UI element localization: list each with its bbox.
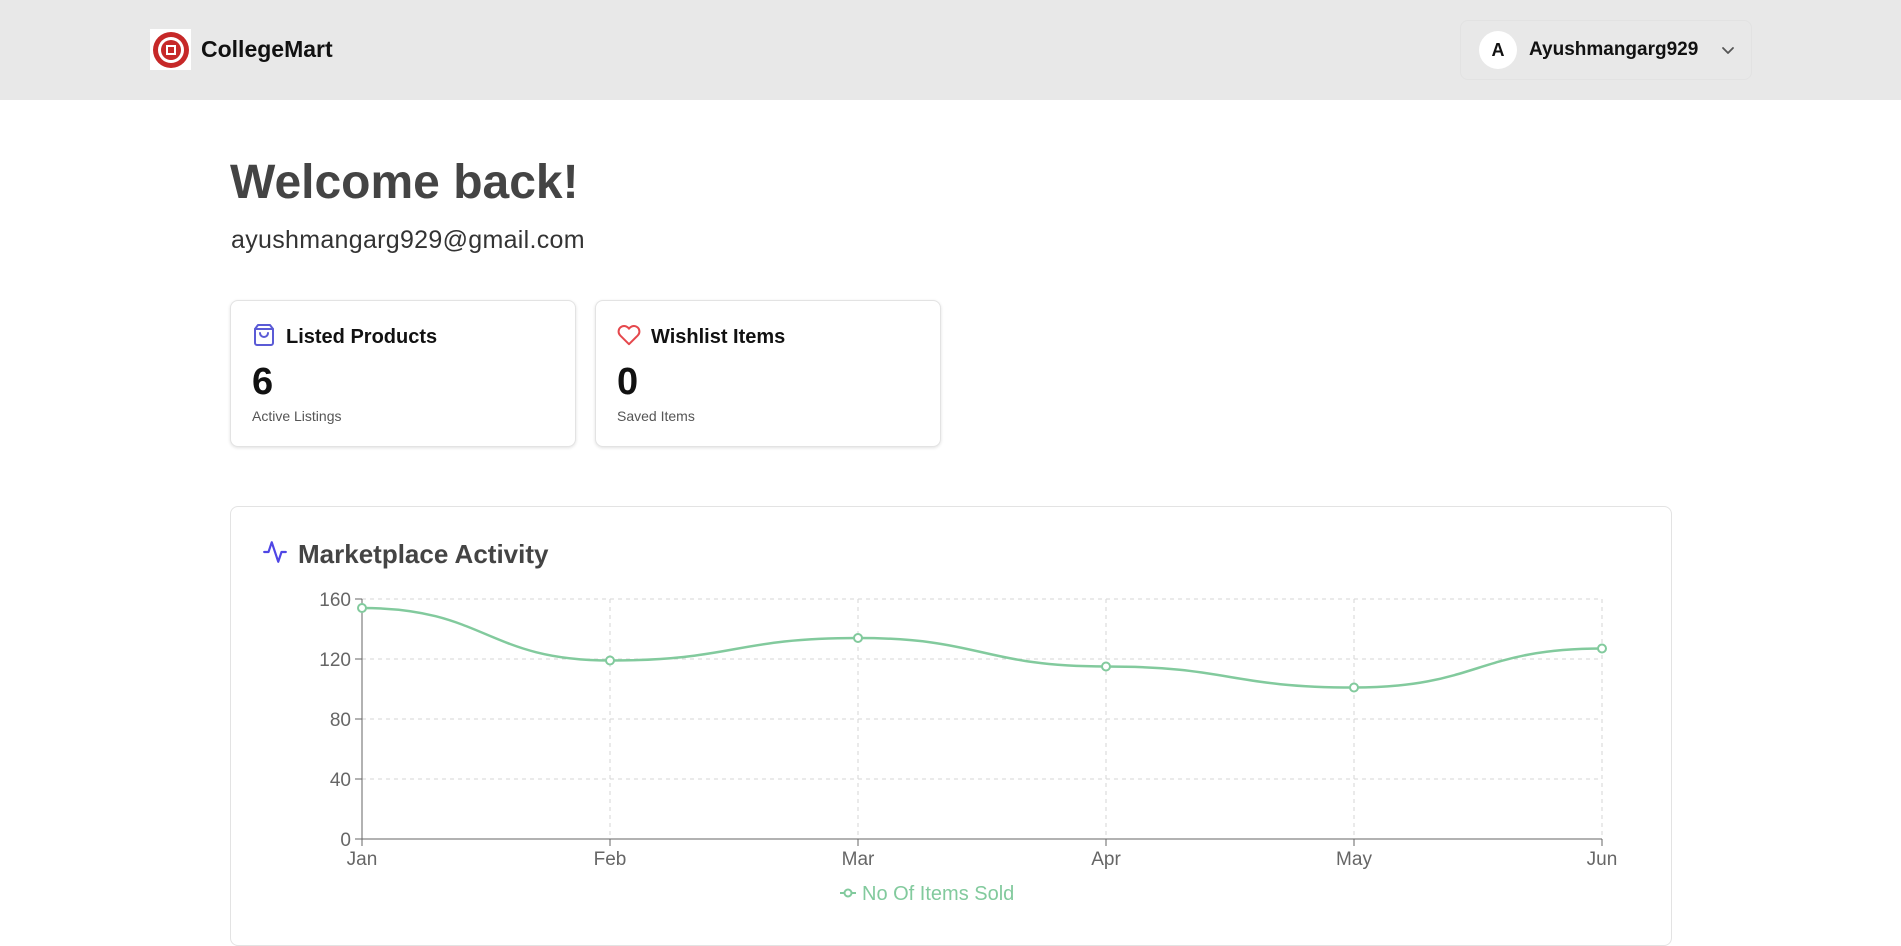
card-title: Wishlist Items [651,326,786,348]
avatar: A [1479,31,1517,69]
shopping-bag-icon [252,323,276,352]
college-logo-icon [150,29,191,70]
page-title: Welcome back! [230,156,579,209]
x-tick-label: Jun [1587,849,1618,870]
marketplace-activity-card: Marketplace Activity 0 40 80 120 160 Jan Feb Ma… [230,506,1672,946]
data-point [853,633,863,643]
card-subtitle: Saved Items [617,408,695,424]
y-tick-label: 120 [319,650,351,671]
brand[interactable]: CollegeMart [150,29,333,70]
activity-line-chart: 0 40 80 120 160 Jan Feb Mar Apr May Jun No Of Items… [319,590,1618,905]
card-title: Listed Products [286,326,438,348]
x-tick-label: Apr [1091,849,1121,870]
data-point [1349,682,1359,693]
card-header: Listed Products [252,323,437,352]
legend-label: No Of Items Sold [862,883,1014,905]
card-header: Wishlist Items [617,323,785,352]
series-line [361,606,1603,689]
data-point [357,603,367,613]
username: Ayushmangarg929 [1529,39,1699,60]
chart-title: Marketplace Activity [298,539,549,569]
x-tick-label: Mar [842,849,875,870]
wishlist-items-card[interactable]: Wishlist Items 0 Saved Items [595,300,941,447]
listed-products-card[interactable]: Listed Products 6 Active Listings [230,300,576,447]
wishlist-items-count: 0 [617,361,639,403]
x-tick-label: Jan [347,849,378,870]
data-point [1101,661,1111,672]
heart-icon [617,323,641,352]
card-subtitle: Active Listings [252,408,342,424]
listed-products-count: 6 [252,361,274,403]
y-tick-label: 0 [340,830,351,851]
brand-name: CollegeMart [201,36,333,62]
y-tick-label: 160 [319,590,351,611]
chart-header: Marketplace Activity [262,539,548,570]
x-tick-label: Feb [594,849,627,870]
y-tick-label: 80 [330,710,351,731]
activity-icon [262,539,288,570]
data-point [605,655,615,666]
x-tick-label: May [1336,849,1372,870]
user-menu-button[interactable]: A Ayushmangarg929 [1460,20,1752,80]
data-point [1597,643,1607,654]
y-tick-label: 40 [330,770,351,791]
top-navbar: CollegeMart A Ayushmangarg929 [0,0,1901,100]
user-email: ayushmangarg929@gmail.com [231,226,585,254]
chevron-down-icon [1720,42,1736,58]
legend-marker-icon [843,888,853,898]
